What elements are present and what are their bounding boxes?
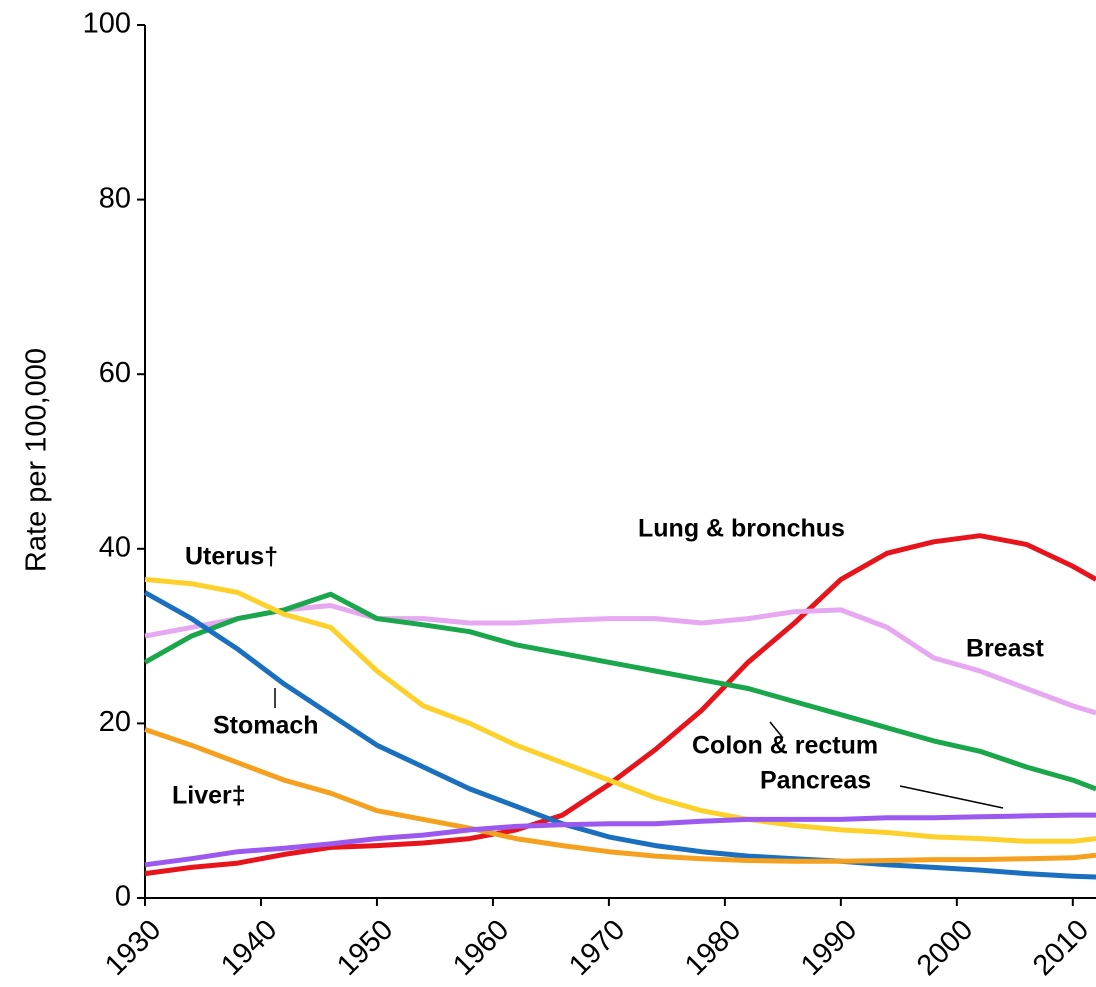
series-line [144, 812, 1096, 868]
series-label: Uterus† [185, 543, 278, 571]
y-tick-label: 0 [115, 881, 131, 913]
series-label: Liver‡ [172, 782, 246, 810]
leader-line [769, 721, 784, 739]
series-line [143, 590, 1096, 880]
x-tick-label: 1990 [795, 914, 863, 982]
y-tick-label: 80 [99, 182, 131, 214]
series-label: Breast [966, 635, 1044, 663]
x-tick-label: 1930 [99, 914, 167, 982]
series-label: Stomach [213, 712, 319, 740]
x-tick-label: 2010 [1027, 914, 1095, 982]
leader-line [899, 785, 1004, 809]
y-tick-label: 40 [99, 531, 131, 563]
x-tick-label: 2000 [911, 914, 979, 982]
y-tick-label: 100 [83, 8, 131, 40]
y-tick-label: 60 [99, 357, 131, 389]
x-tick-label: 1960 [447, 914, 515, 982]
series-line [144, 533, 1096, 877]
series-label: Pancreas [760, 767, 871, 795]
x-tick-label: 1980 [679, 914, 747, 982]
series-label: Colon & rectum [692, 732, 878, 760]
x-tick-label: 1940 [215, 914, 283, 982]
y-tick-label: 20 [99, 706, 131, 738]
x-tick-label: 1950 [331, 914, 399, 982]
x-tick-label: 1970 [563, 914, 631, 982]
series-line [144, 603, 1096, 716]
y-axis-label: Rate per 100,000 [21, 348, 53, 572]
series-line [144, 576, 1096, 844]
series-label: Lung & bronchus [638, 515, 845, 543]
series-line [144, 727, 1096, 864]
series-line [143, 591, 1096, 792]
